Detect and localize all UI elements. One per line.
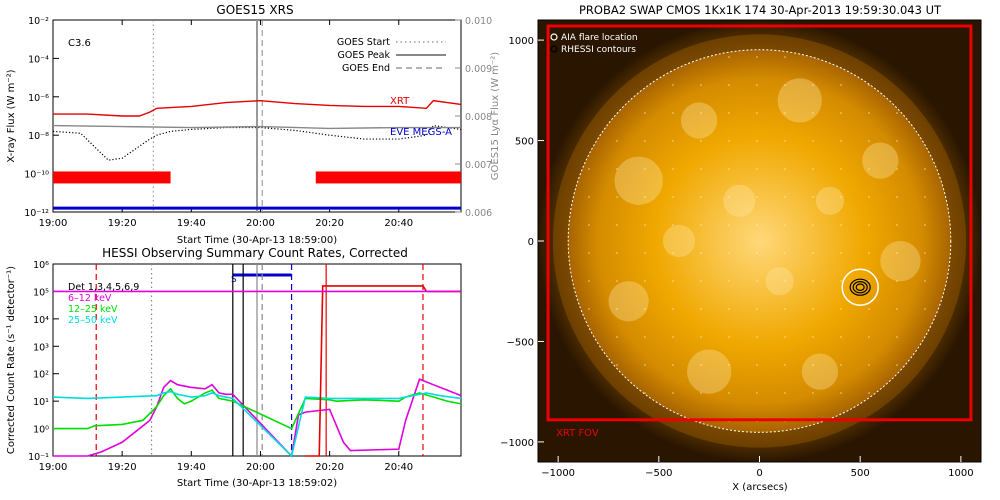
goes-x-tick-label: 20:20	[315, 218, 344, 229]
goes-ylabel: X-ray Flux (W m⁻²)	[6, 69, 17, 162]
goes-y-tick-label: 10⁻¹²	[24, 208, 49, 219]
hessi-legend-label: 25–50 keV	[68, 315, 118, 326]
hessi-series-line	[52, 390, 462, 458]
goes-annotation: C3.6	[68, 38, 91, 49]
swap-axes: −1000 −500 0 500 1000 −1000 −500 0 500 1000	[500, 36, 973, 479]
hessi-y-tick-label: 10²	[33, 370, 49, 381]
hessi-series-line	[53, 387, 462, 430]
goes-axes: 19:00 19:20 19:40 20:00 20:20 20:40 10⁻² 10⁻⁴ 10…	[24, 16, 492, 229]
swap-legend: AIA flare location RHESSI contours	[550, 33, 638, 55]
hessi-axes: 19:00 19:20 19:40 20:00 20:20 20:40 10⁶ 10⁵ 10⁴ 1…	[28, 260, 413, 473]
goes-marks: XRT EVE MEGS-A	[52, 20, 462, 212]
hessi-x-tick-label: 19:20	[108, 462, 137, 473]
aia-flare-circle	[841, 268, 879, 306]
goes-legend-label: GOES Start	[337, 37, 390, 48]
hessi-legend-label: Det 1,3,4,5,6,9	[68, 282, 139, 293]
swap-y-tick-label: 500	[515, 137, 534, 148]
swap-legend-label: AIA flare location	[561, 33, 638, 43]
rhessi-contour	[855, 283, 865, 292]
goes-y-tick-label: 10⁻¹⁰	[24, 170, 49, 181]
swap-x-tick-label: −500	[645, 468, 672, 479]
hessi-y-tick-label: 10⁰	[33, 425, 49, 436]
hessi-x-tick-label: 20:20	[315, 462, 344, 473]
hessi-y-tick-label: 10³	[33, 342, 49, 353]
goes-yr-tick-label: 0.007	[465, 160, 492, 171]
hessi-panel: HESSI Observing Summary Count Rates, Cor…	[6, 246, 462, 489]
goes-legend: GOES Start GOES Peak GOES End	[337, 37, 446, 74]
goes-series-line	[53, 99, 462, 117]
goes-yr-tick-label: 0.008	[465, 112, 492, 123]
heliographic-grid	[568, 49, 951, 433]
goes-x-tick-label: 19:40	[177, 218, 206, 229]
hessi-legend-label: 12–25 keV	[68, 304, 118, 315]
hessi-marks	[52, 264, 462, 458]
goes-x-tick-label: 19:20	[108, 218, 137, 229]
hessi-y-tick-label: 10⁻¹	[28, 452, 49, 463]
hessi-legend-label: 6–12 keV	[68, 293, 112, 304]
hessi-y-tick-label: 10⁵	[33, 287, 49, 298]
goes-series-label: EVE MEGS-A	[390, 127, 452, 138]
hessi-y-tick-label: 10⁶	[33, 260, 49, 271]
goes-x-tick-label: 19:00	[39, 218, 68, 229]
goes-series-line	[52, 124, 462, 161]
swap-xlabel: X (arcsecs)	[732, 482, 788, 493]
goes-coverage-bar	[53, 171, 171, 184]
swap-title: PROBA2 SWAP CMOS 1Kx1K 174 30-Apr-2013 1…	[579, 3, 942, 17]
rhessi-contour	[852, 281, 868, 294]
rhessi-contour	[849, 278, 871, 296]
swap-image: XRT FOV	[538, 20, 981, 462]
goes-ylabel-right: GOES15 Lyα Flux (W m⁻²)	[490, 52, 501, 180]
solar-limb	[567, 49, 952, 433]
hessi-x-tick-label: 20:40	[384, 462, 413, 473]
goes-x-tick-label: 20:40	[384, 218, 413, 229]
goes-yr-tick-label: 0.006	[465, 208, 492, 219]
goes-x-tick-label: 20:00	[246, 218, 275, 229]
swap-x-tick-label: −1000	[541, 468, 575, 479]
swap-y-tick-label: −500	[507, 337, 534, 348]
hessi-ylabel: Corrected Count Rate (s⁻¹ detector⁻¹)	[6, 266, 17, 454]
goes-yr-tick-label: 0.009	[465, 64, 492, 75]
swap-x-tick-label: 1000	[948, 468, 973, 479]
swap-y-tick-label: 1000	[509, 36, 534, 47]
goes-title: GOES15 XRS	[216, 3, 293, 17]
goes-panel: GOES15 XRS X-ray Flux (W m⁻²) GOES15 Lyα…	[6, 3, 501, 246]
goes-ylabel-group: X-ray Flux (W m⁻²)	[6, 69, 17, 162]
swap-x-tick-label: 500	[851, 468, 870, 479]
swap-panel: PROBA2 SWAP CMOS 1Kx1K 174 30-Apr-2013 1…	[500, 3, 982, 493]
hessi-y-tick-label: 10¹	[33, 397, 49, 408]
goes-legend-label: GOES Peak	[338, 50, 391, 61]
hessi-x-tick-label: 19:40	[177, 462, 206, 473]
swap-y-tick-label: −1000	[500, 438, 534, 449]
swap-legend-marker	[550, 45, 558, 53]
swap-legend-marker	[550, 33, 558, 41]
goes-y-tick-label: 10⁻⁴	[28, 54, 49, 65]
xrt-fov-label: XRT FOV	[556, 428, 599, 439]
goes-yr-tick-label: 0.010	[465, 16, 492, 27]
goes-xlabel: Start Time (30-Apr-13 18:59:00)	[177, 235, 337, 246]
goes-y-tick-label: 10⁻²	[28, 16, 49, 27]
hessi-series-line	[53, 378, 462, 458]
goes-series-line	[52, 124, 461, 130]
goes-series-label: XRT	[390, 96, 410, 107]
hessi-y-tick-label: 10⁴	[33, 315, 49, 326]
xrt-fov-box	[546, 24, 973, 422]
goes-y-tick-label: 10⁻⁸	[28, 131, 49, 142]
swap-x-tick-label: 0	[756, 468, 762, 479]
goes-legend-label: GOES End	[342, 63, 390, 74]
swap-y-tick-label: 0	[528, 237, 534, 248]
swap-legend-label: RHESSI contours	[561, 45, 636, 55]
hessi-series-line	[305, 285, 461, 457]
hessi-title: HESSI Observing Summary Count Rates, Cor…	[102, 246, 408, 260]
hessi-saa-label: S	[231, 275, 237, 285]
hessi-x-tick-label: 20:00	[246, 462, 275, 473]
goes-coverage-bar	[315, 171, 461, 184]
hessi-x-tick-label: 19:00	[39, 462, 68, 473]
goes-y-tick-label: 10⁻⁶	[28, 93, 49, 104]
hessi-xlabel: Start Time (30-Apr-13 18:59:02)	[177, 478, 337, 489]
